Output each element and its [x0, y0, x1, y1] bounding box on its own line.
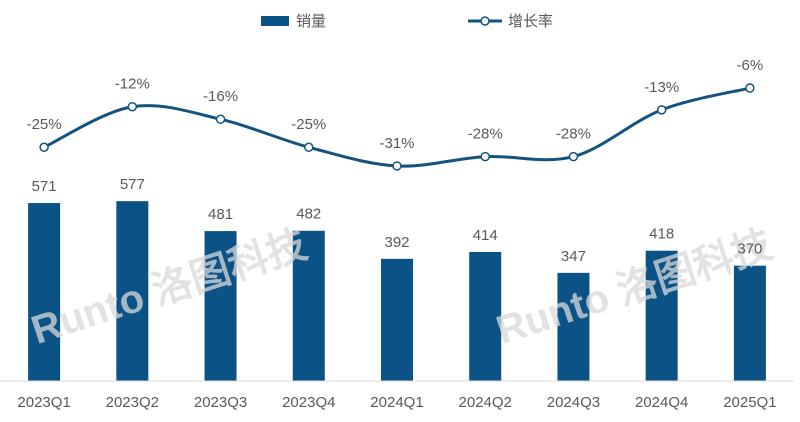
- growth-point: [392, 161, 402, 171]
- bar-value-label: 370: [737, 241, 762, 258]
- growth-point: [127, 101, 138, 112]
- bar-value-label: 418: [649, 226, 674, 243]
- growth-value-label: -28%: [468, 126, 503, 143]
- legend-swatch: [261, 16, 289, 26]
- bar-value-label: 347: [561, 248, 586, 265]
- legend-label: 增长率: [508, 13, 553, 30]
- bar-value-label: 392: [384, 234, 409, 251]
- growth-point: [656, 105, 667, 115]
- legend-label: 销量: [296, 13, 326, 30]
- watermark: Runto 洛图科技: [26, 222, 312, 352]
- bar: [381, 258, 413, 381]
- bar: [28, 203, 61, 381]
- x-tick-label: 2023Q4: [282, 394, 335, 411]
- x-tick-label: 2023Q1: [17, 394, 70, 411]
- growth-value-label: -13%: [644, 79, 679, 96]
- bar: [116, 201, 149, 381]
- x-tick-label: 2025Q1: [723, 394, 776, 411]
- growth-value-label: -25%: [27, 116, 62, 133]
- growth-point: [304, 142, 314, 152]
- growth-point: [568, 151, 579, 162]
- bar: [204, 231, 237, 381]
- x-tick-label: 2024Q2: [459, 394, 512, 411]
- bars: [28, 201, 766, 381]
- bar: [469, 251, 502, 381]
- x-tick-label: 2024Q1: [370, 394, 423, 411]
- bar: [733, 265, 766, 381]
- growth-value-label: -28%: [556, 126, 591, 143]
- bar-value-label: 577: [120, 176, 145, 193]
- growth-value-label: -12%: [115, 76, 150, 93]
- legend-marker: [480, 16, 490, 26]
- growth-point: [39, 142, 49, 152]
- bar-value-label: 414: [473, 227, 498, 244]
- growth-point: [480, 151, 490, 162]
- bar: [645, 250, 678, 381]
- bar: [292, 230, 325, 381]
- growth-value-label: -25%: [291, 116, 326, 133]
- x-tick-label: 2023Q3: [194, 394, 247, 411]
- growth-line: [43, 86, 751, 168]
- bar: [557, 272, 590, 381]
- growth-value-label: -31%: [379, 135, 414, 152]
- x-tick-label: 2024Q4: [635, 394, 688, 411]
- bar-value-label: 482: [296, 206, 321, 223]
- growth-value-label: -6%: [737, 57, 764, 74]
- growth-value-label: -16%: [203, 88, 238, 105]
- bar-value-label: 481: [208, 206, 233, 223]
- bar-value-label: 571: [32, 178, 57, 195]
- growth-point: [745, 83, 755, 93]
- x-tick-label: 2024Q3: [547, 394, 600, 411]
- x-tick-label: 2023Q2: [106, 394, 159, 411]
- growth-point: [215, 114, 226, 124]
